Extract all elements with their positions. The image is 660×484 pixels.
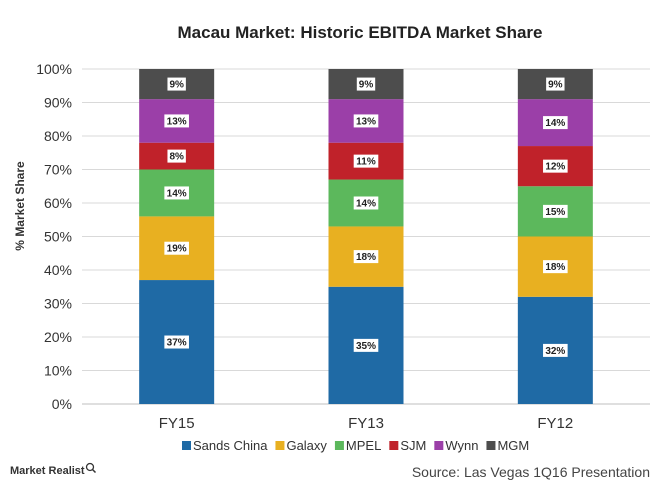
footer: Market Realist Source: Las Vegas 1Q16 Pr… bbox=[10, 462, 650, 480]
legend-item: Galaxy bbox=[275, 438, 327, 453]
legend-swatch bbox=[434, 441, 444, 450]
legend-item: MGM bbox=[486, 438, 529, 453]
brand-text: Market Realist bbox=[10, 465, 85, 477]
data-label: 12% bbox=[545, 162, 565, 173]
data-label-bg bbox=[546, 77, 565, 91]
data-label-bg bbox=[164, 335, 189, 349]
source-text: Source: Las Vegas 1Q16 Presentation bbox=[412, 464, 650, 480]
legend-label: MGM bbox=[497, 438, 529, 453]
legend-swatch bbox=[275, 441, 285, 450]
legend-label: Sands China bbox=[193, 438, 268, 453]
bar-stack-fy15: 37% 19% 14% 8% 13% 9% bbox=[139, 69, 215, 404]
data-label-bg bbox=[353, 338, 379, 352]
data-label-bg bbox=[164, 241, 189, 255]
data-label: 13% bbox=[167, 116, 187, 127]
data-label-bg bbox=[543, 116, 568, 130]
market-realist-logo: Market Realist bbox=[10, 462, 97, 477]
data-label-bg bbox=[164, 114, 189, 128]
y-tick-label: 80% bbox=[44, 128, 72, 144]
legend-item: MPEL bbox=[334, 438, 381, 453]
legend-label: Wynn bbox=[445, 438, 478, 453]
data-label: 18% bbox=[356, 252, 376, 263]
data-label: 13% bbox=[356, 116, 376, 127]
y-tick-label: 0% bbox=[52, 396, 72, 412]
data-label-bg bbox=[353, 154, 379, 168]
legend-label: SJM bbox=[400, 438, 426, 453]
x-tick-label: FY12 bbox=[537, 415, 573, 432]
data-label-bg bbox=[543, 204, 568, 218]
y-axis-ticks: 0% 10% 20% 30% 40% 50% 60% 70% 80% 90% 100% bbox=[36, 61, 72, 412]
y-tick-label: 100% bbox=[36, 61, 72, 77]
bars: 37% 19% 14% 8% 13% 9% 35% 18% 14% 11% 13% 9% 32% 18% 1… bbox=[139, 69, 593, 404]
y-tick-label: 60% bbox=[44, 195, 72, 211]
data-label: 14% bbox=[167, 188, 187, 199]
data-label-bg bbox=[164, 186, 189, 200]
data-label-bg bbox=[543, 159, 568, 173]
data-label: 9% bbox=[359, 80, 374, 91]
legend-label: Galaxy bbox=[286, 438, 327, 453]
legend: Sands China Galaxy MPEL SJM Wynn MGM bbox=[182, 438, 529, 453]
y-tick-label: 90% bbox=[44, 95, 72, 111]
x-axis-ticks: FY15 FY13 FY12 bbox=[159, 415, 574, 432]
legend-swatch bbox=[182, 441, 191, 450]
chart-title: Macau Market: Historic EBITDA Market Sha… bbox=[178, 23, 543, 42]
data-label: 9% bbox=[169, 80, 184, 91]
data-label-bg bbox=[353, 114, 379, 128]
data-label: 15% bbox=[545, 207, 565, 218]
data-label-bg bbox=[167, 149, 186, 163]
y-tick-label: 70% bbox=[44, 162, 72, 178]
data-label-bg bbox=[356, 77, 376, 91]
data-label-bg bbox=[167, 77, 186, 91]
y-tick-label: 40% bbox=[44, 262, 72, 278]
data-label: 37% bbox=[167, 338, 187, 349]
data-label-bg bbox=[543, 260, 568, 274]
x-tick-label: FY13 bbox=[348, 415, 384, 432]
bar-stack-fy12: 32% 18% 15% 12% 14% 9% bbox=[517, 69, 593, 404]
legend-swatch bbox=[334, 441, 344, 450]
legend-swatch bbox=[486, 441, 496, 450]
y-axis-label: % Market Share bbox=[13, 161, 27, 251]
y-tick-label: 20% bbox=[44, 329, 72, 345]
legend-item: Sands China bbox=[182, 438, 268, 453]
bar-stack-fy13: 35% 18% 14% 11% 13% 9% bbox=[328, 69, 404, 404]
data-label: 11% bbox=[356, 157, 376, 168]
data-label: 9% bbox=[548, 80, 563, 91]
data-label: 32% bbox=[545, 346, 565, 357]
y-tick-label: 10% bbox=[44, 363, 72, 379]
data-label: 35% bbox=[356, 341, 376, 352]
x-tick-label: FY15 bbox=[159, 415, 195, 432]
legend-label: MPEL bbox=[346, 438, 381, 453]
data-label-bg bbox=[353, 196, 379, 210]
legend-item: SJM bbox=[389, 438, 426, 453]
y-tick-label: 30% bbox=[44, 296, 72, 312]
data-label: 19% bbox=[167, 244, 187, 255]
legend-item: Wynn bbox=[434, 438, 478, 453]
data-label-bg bbox=[543, 343, 568, 357]
data-label-bg bbox=[353, 250, 379, 264]
legend-swatch bbox=[389, 441, 399, 450]
magnifier-icon bbox=[85, 462, 95, 472]
data-label: 18% bbox=[545, 262, 565, 273]
data-label: 14% bbox=[545, 118, 565, 129]
y-tick-label: 50% bbox=[44, 229, 72, 245]
data-label: 14% bbox=[356, 199, 376, 210]
data-label: 8% bbox=[169, 152, 184, 163]
